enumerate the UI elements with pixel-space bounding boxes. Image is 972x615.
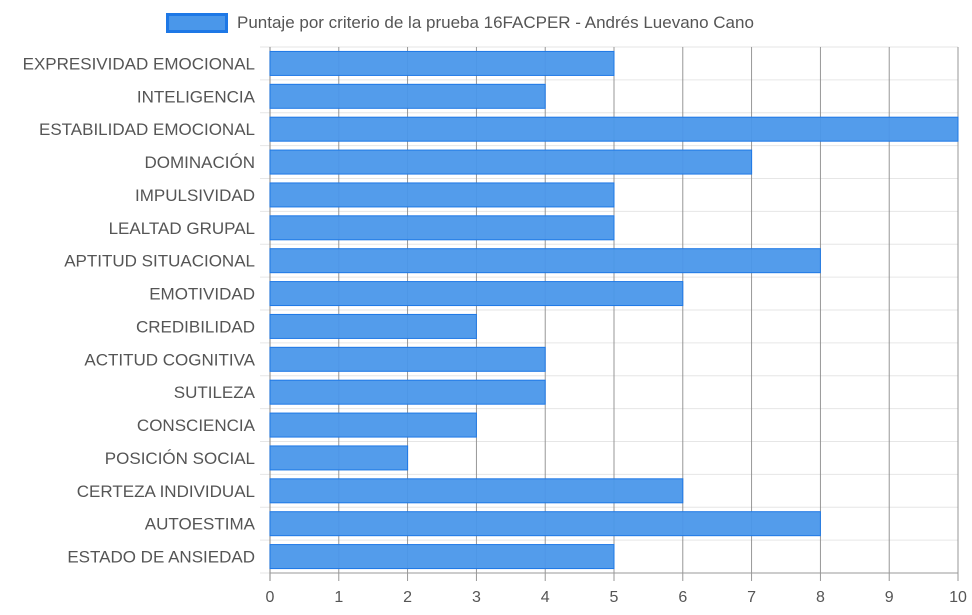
legend-label[interactable]: Puntaje por criterio de la prueba 16FACP… — [237, 13, 754, 32]
x-tick-label: 3 — [472, 589, 481, 606]
x-tick-label: 6 — [678, 589, 687, 606]
category-label: SUTILEZA — [174, 383, 256, 402]
category-label: EMOTIVIDAD — [149, 285, 255, 304]
category-label: INTELIGENCIA — [137, 87, 256, 106]
category-label: ESTADO DE ANSIEDAD — [67, 548, 255, 567]
bar[interactable] — [269, 149, 753, 175]
bar[interactable] — [269, 281, 684, 307]
bar[interactable] — [269, 50, 615, 76]
category-label: POSICIÓN SOCIAL — [105, 449, 255, 468]
bar[interactable] — [269, 544, 615, 570]
category-label: APTITUD SITUACIONAL — [64, 252, 255, 271]
category-label: EXPRESIVIDAD EMOCIONAL — [23, 54, 255, 73]
category-label: AUTOESTIMA — [145, 515, 256, 534]
category-label: ACTITUD COGNITIVA — [84, 350, 255, 369]
bar[interactable] — [269, 182, 615, 208]
bar[interactable] — [269, 215, 615, 241]
category-label: LEALTAD GRUPAL — [109, 219, 255, 238]
x-tick-label: 8 — [816, 589, 825, 606]
category-label: IMPULSIVIDAD — [135, 186, 255, 205]
bar[interactable] — [269, 116, 959, 142]
chart-legend: Puntaje por criterio de la prueba 16FACP… — [0, 0, 972, 46]
bar[interactable] — [269, 313, 477, 339]
category-label: CONSCIENCIA — [137, 416, 256, 435]
bar[interactable] — [269, 412, 477, 438]
x-tick-label: 2 — [403, 589, 412, 606]
category-label: CERTEZA INDIVIDUAL — [77, 482, 255, 501]
x-tick-label: 1 — [334, 589, 343, 606]
category-label: ESTABILIDAD EMOCIONAL — [39, 120, 255, 139]
legend-swatch — [166, 13, 228, 33]
x-tick-label: 4 — [541, 589, 550, 606]
bar[interactable] — [269, 346, 546, 372]
x-tick-label: 10 — [949, 589, 967, 606]
bar[interactable] — [269, 511, 821, 537]
x-tick-label: 0 — [266, 589, 275, 606]
x-tick-label: 5 — [610, 589, 619, 606]
bar[interactable] — [269, 478, 684, 504]
bar[interactable] — [269, 379, 546, 405]
x-tick-label: 9 — [885, 589, 894, 606]
bar[interactable] — [269, 248, 821, 274]
bar[interactable] — [269, 83, 546, 109]
x-tick-label: 7 — [747, 589, 756, 606]
category-label: CREDIBILIDAD — [136, 317, 255, 336]
category-label: DOMINACIÓN — [145, 153, 256, 172]
bar[interactable] — [269, 445, 409, 471]
